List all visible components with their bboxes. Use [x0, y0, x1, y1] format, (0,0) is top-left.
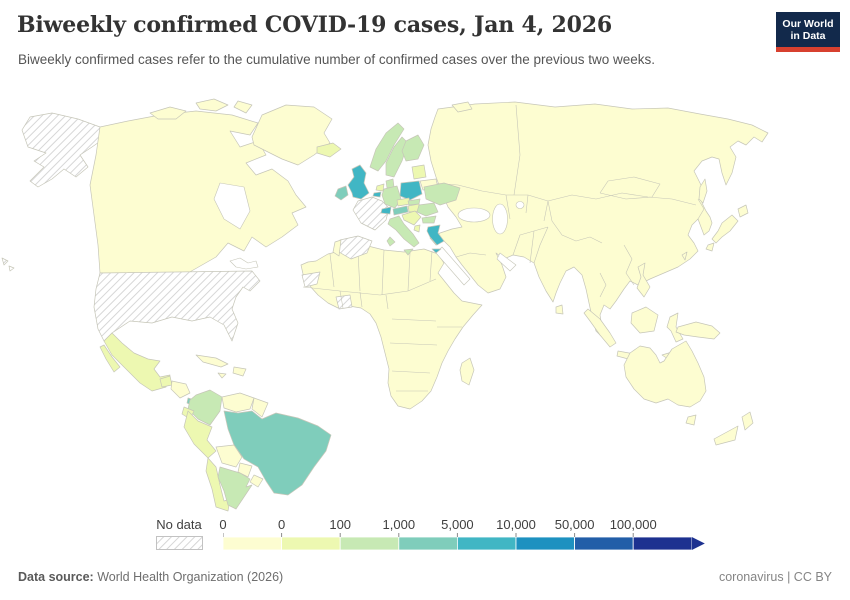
- country-greece[interactable]: [426, 224, 445, 254]
- legend-tick-label: 10,000: [496, 517, 536, 532]
- country-svalbard[interactable]: [451, 101, 473, 113]
- country-japan[interactable]: [705, 204, 749, 252]
- country-united-kingdom[interactable]: [347, 164, 370, 200]
- country-united-states[interactable]: [93, 270, 261, 342]
- country-greenland[interactable]: [251, 104, 333, 166]
- country-honduras-nicaragua[interactable]: [170, 380, 191, 399]
- license-note[interactable]: coronavirus | CC BY: [718, 570, 832, 584]
- legend-bin-7[interactable]: [632, 536, 693, 551]
- country-france[interactable]: [352, 196, 390, 231]
- country-taiwan[interactable]: [681, 251, 688, 261]
- legend-bin-3[interactable]: [398, 536, 458, 551]
- aral-sea: [515, 201, 525, 209]
- country-romania[interactable]: [416, 202, 439, 217]
- country-belgium[interactable]: [372, 191, 382, 198]
- logo-line1: Our World: [782, 17, 834, 30]
- data-source-value: World Health Organization (2026): [97, 570, 284, 584]
- country-germany[interactable]: [381, 185, 402, 209]
- country-madagascar[interactable]: [459, 357, 475, 386]
- country-sri-lanka[interactable]: [555, 304, 564, 315]
- legend-tick-label: 0: [277, 517, 286, 532]
- page-title: Biweekly confirmed COVID-19 cases, Jan 4…: [17, 12, 612, 38]
- no-data-label: No data: [156, 517, 202, 532]
- page-subtitle: Biweekly confirmed cases refer to the cu…: [18, 52, 656, 67]
- logo-line2: in Data: [790, 29, 826, 42]
- country-venezuela[interactable]: [221, 392, 255, 413]
- country-bulgaria[interactable]: [421, 215, 437, 224]
- country-australia[interactable]: [623, 340, 707, 408]
- legend-tick-label: 1,000: [382, 517, 416, 532]
- country-guyana-suriname[interactable]: [251, 397, 269, 418]
- country-argentina[interactable]: [217, 466, 253, 510]
- legend-arrow: [691, 537, 705, 550]
- legend-tick-label: 100,000: [609, 517, 657, 532]
- country-poland[interactable]: [399, 180, 423, 201]
- country-papua-new-guinea[interactable]: [675, 321, 721, 340]
- country-mexico[interactable]: [99, 332, 171, 392]
- region-africa[interactable]: [300, 245, 483, 410]
- world-map: [1, 98, 769, 512]
- country-new-zealand[interactable]: [713, 411, 754, 446]
- country-norway[interactable]: [369, 122, 405, 172]
- country-peru[interactable]: [183, 410, 217, 459]
- no-data-swatch[interactable]: [156, 536, 203, 550]
- legend-bin-6[interactable]: [574, 536, 634, 551]
- country-croatia-serbia[interactable]: [401, 210, 422, 226]
- country-united-states-alaska[interactable]: [21, 112, 103, 188]
- black-sea: [457, 207, 491, 223]
- country-western-sahara[interactable]: [301, 271, 321, 288]
- legend-bin-1[interactable]: [281, 536, 341, 551]
- country-colombia[interactable]: [187, 389, 223, 426]
- country-brazil[interactable]: [223, 410, 332, 496]
- country-tasmania[interactable]: [685, 414, 697, 426]
- country-jamaica[interactable]: [217, 372, 227, 379]
- data-source-note: Data source: World Health Organization (…: [18, 570, 283, 584]
- country-iceland[interactable]: [316, 142, 342, 158]
- data-source-label: Data source:: [18, 570, 94, 584]
- country-russia-sakhalin[interactable]: [698, 178, 708, 204]
- country-finland[interactable]: [401, 134, 425, 162]
- country-ukraine[interactable]: [423, 182, 461, 206]
- country-cote-divoire[interactable]: [335, 294, 353, 310]
- country-hispaniola[interactable]: [232, 366, 247, 377]
- persian-gulf: [496, 252, 517, 272]
- legend-tick-label: 5,000: [441, 517, 474, 532]
- owid-logo[interactable]: Our World in Data: [776, 12, 840, 52]
- africa-border-lines: [302, 249, 462, 392]
- caspian-sea: [492, 203, 508, 235]
- country-cuba[interactable]: [195, 354, 229, 368]
- legend-color-bar[interactable]: [223, 533, 709, 554]
- country-baltic-states[interactable]: [411, 164, 427, 180]
- legend-bin-5[interactable]: [515, 536, 575, 551]
- region-asia[interactable]: [427, 101, 769, 340]
- asia-border-lines: [431, 104, 705, 298]
- legend-tick-label: 0: [219, 517, 227, 532]
- legend-tick-label: 50,000: [554, 517, 595, 532]
- great-lakes: [229, 257, 259, 270]
- country-portugal[interactable]: [332, 239, 342, 257]
- legend-bin-2[interactable]: [339, 536, 400, 551]
- hudson-bay: [213, 182, 251, 230]
- country-ireland[interactable]: [334, 185, 349, 201]
- legend-tick-label: 100: [329, 517, 352, 532]
- country-switzerland[interactable]: [380, 206, 392, 215]
- country-canada-arctic-islands[interactable]: [149, 98, 253, 120]
- country-austria[interactable]: [392, 205, 409, 216]
- country-uruguay[interactable]: [249, 474, 264, 488]
- country-albania[interactable]: [413, 224, 421, 233]
- country-netherlands[interactable]: [375, 183, 385, 192]
- country-italy[interactable]: [386, 215, 420, 256]
- country-united-states-hawaii[interactable]: [1, 257, 15, 272]
- logo-red-bar: [776, 47, 840, 52]
- country-bolivia[interactable]: [215, 444, 243, 468]
- country-philippines[interactable]: [636, 262, 651, 298]
- legend-bin-4[interactable]: [456, 536, 517, 551]
- legend-bin-0[interactable]: [223, 536, 282, 551]
